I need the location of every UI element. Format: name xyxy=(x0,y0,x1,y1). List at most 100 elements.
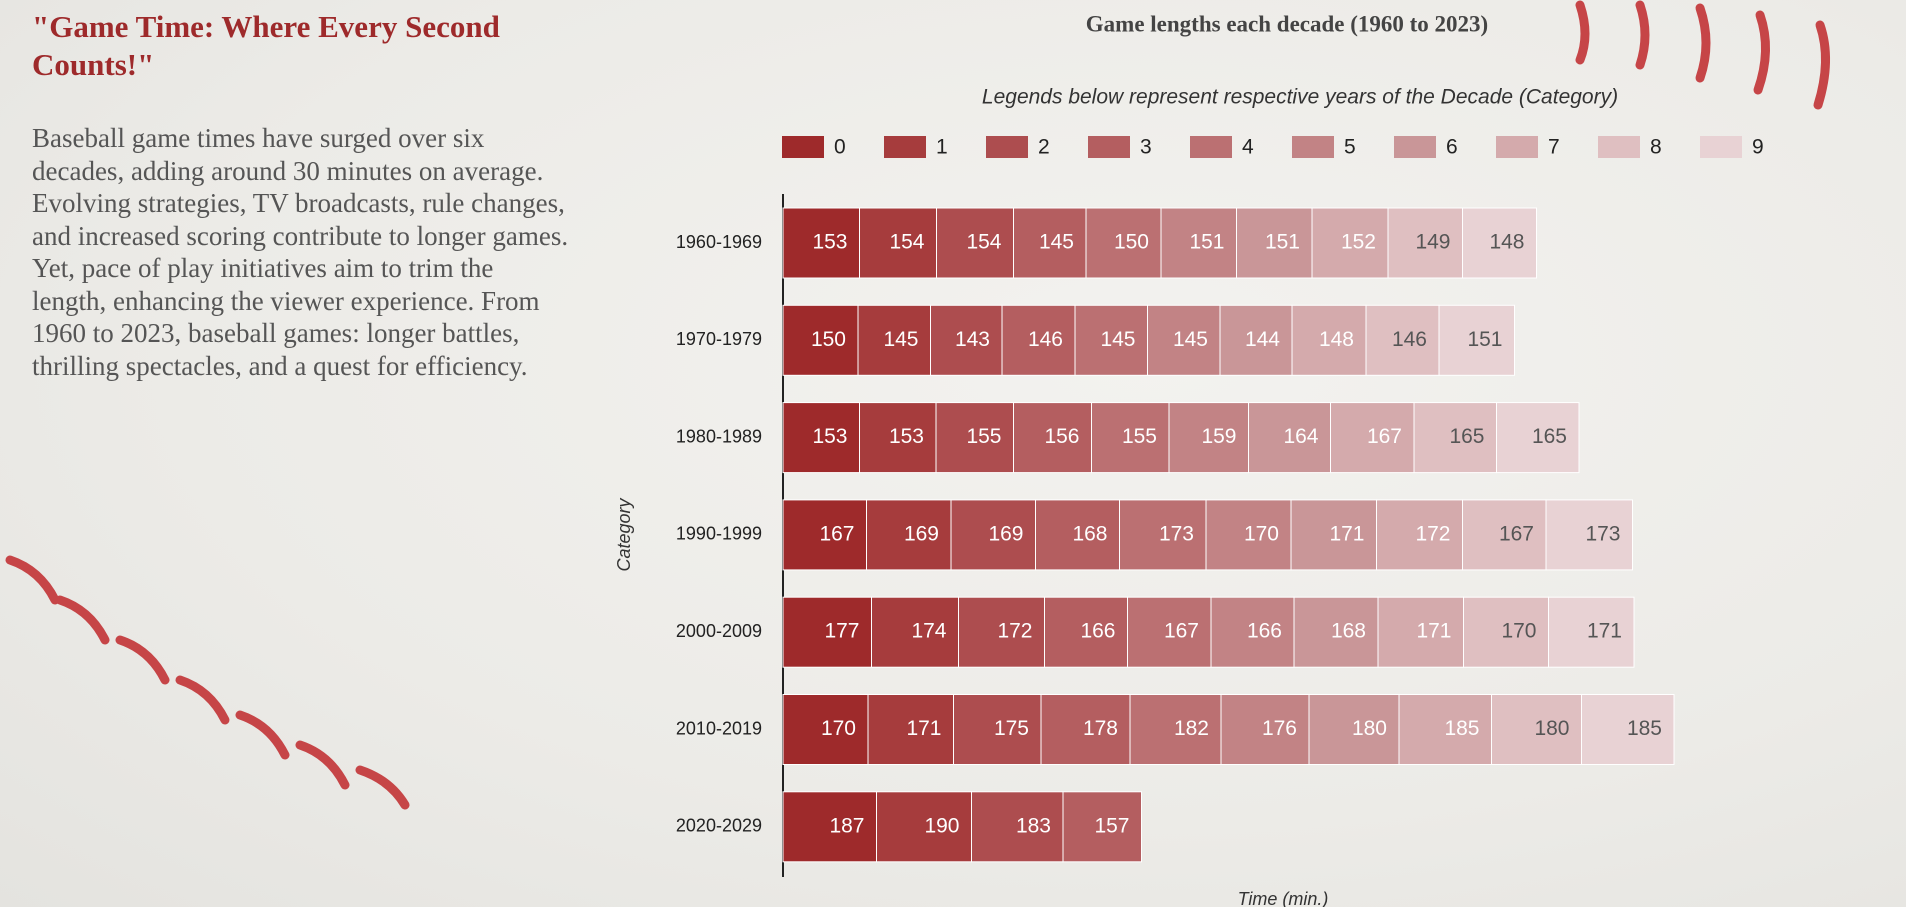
data-label: 154 xyxy=(966,231,1001,254)
bar-segment xyxy=(1127,596,1212,668)
bar-segment xyxy=(1308,694,1400,765)
data-label: 167 xyxy=(1499,522,1534,545)
text-panel: "Game Time: Where Every Second Counts!" … xyxy=(32,8,572,382)
bar-segment xyxy=(1462,207,1537,279)
bar-segment xyxy=(1062,791,1142,863)
legend-swatch xyxy=(1496,136,1538,158)
data-label: 145 xyxy=(883,328,918,351)
bar-segment xyxy=(782,791,877,863)
bar-segment xyxy=(1398,694,1492,765)
bar-segment xyxy=(1210,596,1295,668)
data-label: 180 xyxy=(1352,717,1387,740)
bar-segment xyxy=(1119,499,1207,571)
bar-segment xyxy=(971,791,1064,863)
bar-segment xyxy=(1290,499,1377,571)
data-label: 170 xyxy=(1501,620,1536,643)
legend-label: 3 xyxy=(1140,136,1152,159)
y-tick-label: 2010-2019 xyxy=(676,718,762,738)
bar-segment xyxy=(1330,402,1415,474)
data-label: 167 xyxy=(819,522,854,545)
bar-segment xyxy=(1205,499,1292,571)
legend-swatch xyxy=(884,136,926,158)
bar-segment xyxy=(782,304,859,376)
bar-segment xyxy=(782,596,872,668)
data-label: 166 xyxy=(1247,620,1282,643)
data-label: 151 xyxy=(1467,328,1502,351)
legend-label: 9 xyxy=(1752,136,1764,159)
data-label: 175 xyxy=(994,717,1029,740)
data-label: 172 xyxy=(1415,522,1450,545)
data-label: 153 xyxy=(889,425,924,448)
bar-segment xyxy=(1074,304,1148,376)
bar-segment xyxy=(1220,694,1310,765)
y-tick-label: 1980-1989 xyxy=(676,426,762,446)
legend-label: 8 xyxy=(1650,136,1662,159)
bar-segment xyxy=(782,207,860,279)
bar-segment xyxy=(1387,207,1463,279)
legend-swatch xyxy=(1700,136,1742,158)
data-label: 153 xyxy=(812,425,847,448)
data-label: 167 xyxy=(1164,620,1199,643)
legend-label: 0 xyxy=(834,136,846,159)
decoration xyxy=(5,0,1830,810)
data-label: 171 xyxy=(1416,620,1451,643)
data-label: 143 xyxy=(955,328,990,351)
data-label: 174 xyxy=(911,620,946,643)
bar-segment xyxy=(866,499,952,571)
data-label: 173 xyxy=(1585,522,1620,545)
bar-segment xyxy=(1462,499,1547,571)
data-label: 183 xyxy=(1016,814,1051,837)
data-label: 145 xyxy=(1173,328,1208,351)
data-label: 171 xyxy=(906,717,941,740)
data-label: 185 xyxy=(1444,717,1479,740)
data-label: 167 xyxy=(1367,425,1402,448)
legend-label: 4 xyxy=(1242,136,1254,159)
data-label: 155 xyxy=(1122,425,1157,448)
y-tick-label: 1970-1979 xyxy=(676,329,762,349)
data-label: 152 xyxy=(1341,231,1376,254)
bar-segment xyxy=(1463,596,1549,668)
bar-segment xyxy=(782,402,860,474)
legend-swatch xyxy=(782,136,824,158)
data-label: 173 xyxy=(1159,522,1194,545)
bar-segment xyxy=(930,304,1003,376)
y-tick-label: 2000-2009 xyxy=(676,621,762,641)
data-label: 177 xyxy=(824,620,859,643)
data-label: 185 xyxy=(1627,717,1662,740)
bar-segment xyxy=(1044,596,1128,668)
data-label: 145 xyxy=(1100,328,1135,351)
data-label: 159 xyxy=(1201,425,1236,448)
bar-segment xyxy=(1438,304,1515,376)
bar-segment xyxy=(1035,499,1120,571)
data-label: 154 xyxy=(889,231,924,254)
legend-label: 1 xyxy=(936,136,948,159)
data-label: 176 xyxy=(1262,717,1297,740)
bar-segment xyxy=(1147,304,1221,376)
bar-segment xyxy=(935,402,1014,474)
data-label: 157 xyxy=(1094,814,1129,837)
data-label: 155 xyxy=(966,425,1001,448)
data-label: 164 xyxy=(1283,425,1318,448)
data-label: 156 xyxy=(1044,425,1079,448)
y-tick-label: 1960-1969 xyxy=(676,232,762,252)
data-label: 172 xyxy=(997,620,1032,643)
bar-segment xyxy=(1219,304,1293,376)
data-label: 146 xyxy=(1028,328,1063,351)
legend-swatch xyxy=(1088,136,1130,158)
data-label: 169 xyxy=(904,522,939,545)
legend-label: 2 xyxy=(1038,136,1050,159)
bar-segment xyxy=(1377,596,1464,668)
data-label: 151 xyxy=(1265,231,1300,254)
bar-segment xyxy=(936,207,1014,279)
bar-segment xyxy=(1548,596,1635,668)
y-tick-label: 2020-2029 xyxy=(676,816,762,836)
y-tick-label: 1990-1999 xyxy=(676,524,762,544)
bar-segment xyxy=(1248,402,1331,474)
data-label: 169 xyxy=(988,522,1023,545)
data-label: 145 xyxy=(1039,231,1074,254)
bar-segment xyxy=(1496,402,1580,474)
legend-label: 5 xyxy=(1344,136,1356,159)
data-label: 149 xyxy=(1415,231,1450,254)
data-label: 166 xyxy=(1080,620,1115,643)
